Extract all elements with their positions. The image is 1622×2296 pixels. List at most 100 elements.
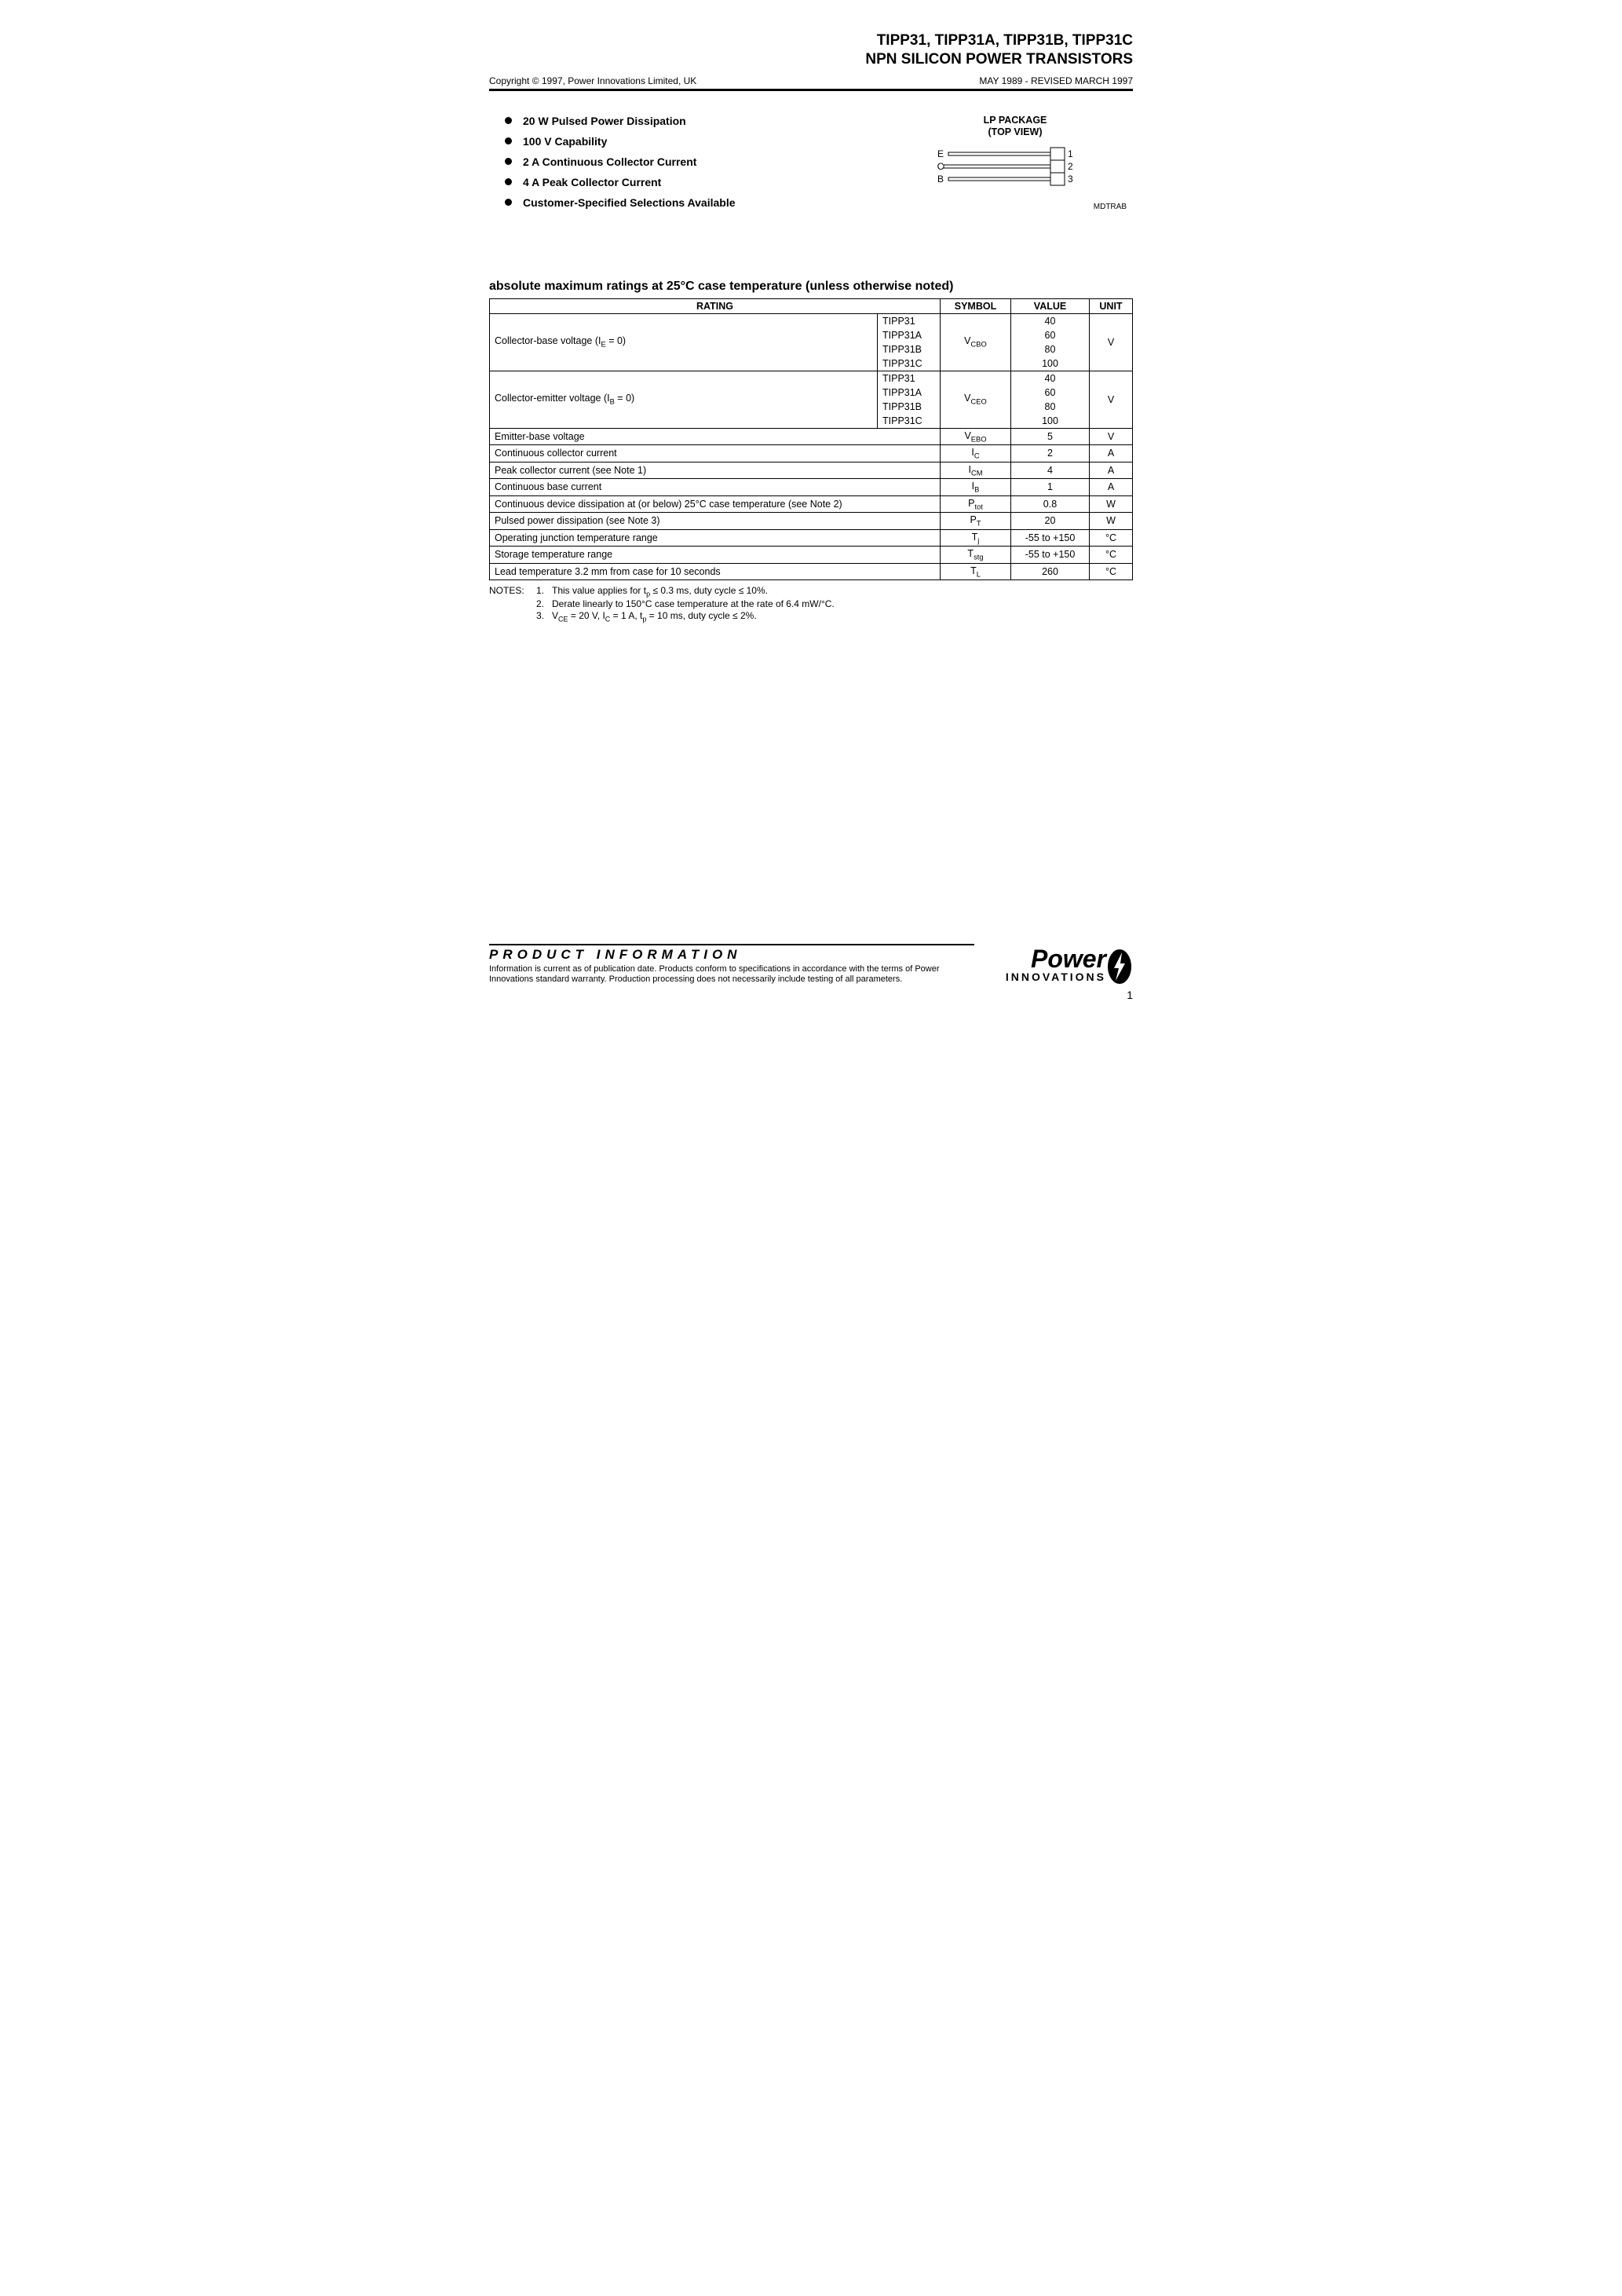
table-cell: ICM [941,462,1011,479]
table-cell: 2 [1011,445,1090,462]
feature-list: 20 W Pulsed Power Dissipation100 V Capab… [489,115,736,217]
table-cell: V [1090,371,1133,428]
table-cell: A [1090,445,1133,462]
table-cell: TIPP31 [878,313,941,328]
ratings-table: RATING SYMBOL VALUE UNIT Collector-base … [489,298,1133,581]
revision-text: MAY 1989 - REVISED MARCH 1997 [979,75,1133,86]
table-cell: Storage temperature range [490,547,941,564]
table-row: Operating junction temperature rangeTj-5… [490,529,1133,547]
logo-block: Power INNOVATIONS [1006,948,1133,985]
table-cell: IC [941,445,1011,462]
table-cell: 60 [1011,328,1090,342]
table-cell: A [1090,479,1133,496]
feature-text: 4 A Peak Collector Current [523,176,661,188]
col-symbol: SYMBOL [941,298,1011,313]
table-cell: 260 [1011,563,1090,580]
table-cell: A [1090,462,1133,479]
table-cell: V [1090,313,1133,371]
table-row: Peak collector current (see Note 1)ICM4A [490,462,1133,479]
notes-block: NOTES: 1.This value applies for tp ≤ 0.3… [489,585,1133,624]
table-cell: 4 [1011,462,1090,479]
table-cell: TIPP31 [878,371,941,386]
table-cell: 60 [1011,386,1090,400]
feature-text: Customer-Specified Selections Available [523,196,736,209]
package-code: MDTRAB [897,203,1133,211]
package-diagram: E1C2B3 [933,144,1098,192]
page-number: 1 [489,989,1133,1001]
copyright-text: Copyright © 1997, Power Innovations Limi… [489,75,696,86]
svg-text:2: 2 [1068,161,1073,172]
feature-item: 100 V Capability [505,135,736,148]
top-section: 20 W Pulsed Power Dissipation100 V Capab… [489,115,1133,217]
svg-text:3: 3 [1068,174,1073,185]
product-info-text: Information is current as of publication… [489,964,974,986]
table-cell: Operating junction temperature range [490,529,941,547]
table-cell: TIPP31A [878,328,941,342]
footer: PRODUCT INFORMATION Information is curre… [489,944,1133,1002]
table-cell: 20 [1011,513,1090,530]
notes-list: 1.This value applies for tp ≤ 0.3 ms, du… [536,585,835,624]
bullet-icon [505,178,512,185]
table-row: Continuous base currentIB1A [490,479,1133,496]
table-row: Collector-emitter voltage (IB = 0)TIPP31… [490,371,1133,386]
table-cell: W [1090,495,1133,513]
table-cell: Lead temperature 3.2 mm from case for 10… [490,563,941,580]
note-num: 3. [536,610,552,623]
table-cell: Collector-base voltage (IE = 0) [490,313,878,371]
logo-main: Power [1006,948,1106,971]
table-cell: PT [941,513,1011,530]
table-cell: TIPP31B [878,342,941,356]
table-cell: VEBO [941,428,1011,445]
table-cell: Pulsed power dissipation (see Note 3) [490,513,941,530]
table-header-row: RATING SYMBOL VALUE UNIT [490,298,1133,313]
table-cell: W [1090,513,1133,530]
title-line-2: NPN SILICON POWER TRANSISTORS [489,50,1133,69]
table-cell: 80 [1011,342,1090,356]
table-cell: 5 [1011,428,1090,445]
table-cell: 100 [1011,356,1090,371]
table-cell: Continuous device dissipation at (or bel… [490,495,941,513]
note-text: Derate linearly to 150°C case temperatur… [552,598,835,609]
title-line-1: TIPP31, TIPP31A, TIPP31B, TIPP31C [489,31,1133,50]
feature-item: Customer-Specified Selections Available [505,196,736,209]
note-text: This value applies for tp ≤ 0.3 ms, duty… [552,585,768,598]
bullet-icon [505,137,512,144]
table-cell: TIPP31A [878,386,941,400]
table-row: Emitter-base voltageVEBO5V [490,428,1133,445]
logo-sub: INNOVATIONS [1006,971,1106,983]
table-cell: V [1090,428,1133,445]
table-cell: Tstg [941,547,1011,564]
col-value: VALUE [1011,298,1090,313]
table-cell: -55 to +150 [1011,547,1090,564]
table-cell: 40 [1011,313,1090,328]
table-cell: VCBO [941,313,1011,371]
table-cell: Ptot [941,495,1011,513]
svg-text:C: C [937,161,944,172]
table-cell: °C [1090,563,1133,580]
col-unit: UNIT [1090,298,1133,313]
feature-text: 100 V Capability [523,135,607,148]
feature-item: 2 A Continuous Collector Current [505,155,736,168]
table-row: Pulsed power dissipation (see Note 3)PT2… [490,513,1133,530]
table-cell: 1 [1011,479,1090,496]
pkg-title-2: (TOP VIEW) [988,126,1043,137]
package-title: LP PACKAGE (TOP VIEW) [897,115,1133,138]
product-info-block: PRODUCT INFORMATION Information is curre… [489,944,1006,986]
meta-row: Copyright © 1997, Power Innovations Limi… [489,75,1133,91]
table-cell: 40 [1011,371,1090,386]
bullet-icon [505,158,512,165]
table-row: Continuous collector currentIC2A [490,445,1133,462]
feature-item: 4 A Peak Collector Current [505,176,736,188]
table-cell: IB [941,479,1011,496]
table-cell: °C [1090,547,1133,564]
header: TIPP31, TIPP31A, TIPP31B, TIPP31C NPN SI… [489,31,1133,69]
table-cell: Continuous base current [490,479,941,496]
table-row: Continuous device dissipation at (or bel… [490,495,1133,513]
table-cell: 100 [1011,414,1090,429]
notes-label: NOTES: [489,585,536,624]
table-row: Lead temperature 3.2 mm from case for 10… [490,563,1133,580]
table-cell: Emitter-base voltage [490,428,941,445]
table-cell: 0.8 [1011,495,1090,513]
note-item: 3.VCE = 20 V, IC = 1 A, tp = 10 ms, duty… [536,610,835,623]
table-cell: -55 to +150 [1011,529,1090,547]
